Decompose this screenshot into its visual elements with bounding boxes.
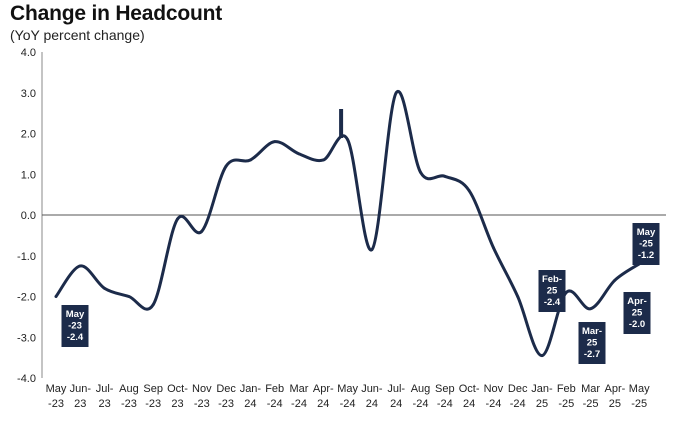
- y-tick-label: 3.0: [21, 88, 36, 100]
- data-point: [613, 278, 617, 282]
- x-tick-label: Jan-24: [240, 383, 262, 410]
- data-callout: May -23 -2.4: [61, 305, 89, 347]
- data-point: [370, 248, 374, 252]
- data-callout: Feb-25 -2.4: [538, 270, 566, 312]
- y-tick-label: 2.0: [21, 129, 36, 141]
- x-tick-label: Oct-23: [167, 383, 188, 410]
- x-tick-label: May -25: [629, 383, 650, 410]
- x-tick-label: Apr-25: [605, 383, 626, 410]
- x-tick-label: Aug -24: [411, 383, 431, 410]
- callout-label: Mar-25 -2.7: [582, 326, 602, 360]
- data-point: [151, 303, 155, 307]
- callout-box: [578, 322, 606, 364]
- x-tick-label: Nov -23: [192, 383, 212, 410]
- y-tick-label: 4.0: [21, 47, 36, 59]
- callout-label: May -25 -1.2: [637, 227, 656, 261]
- callout-box: [61, 305, 89, 347]
- x-tick-label: Jun-24: [361, 383, 383, 410]
- x-tick-label: Mar -24: [290, 383, 309, 410]
- data-point: [249, 158, 252, 162]
- y-tick-label: -2.0: [17, 292, 36, 304]
- data-point: [492, 246, 495, 250]
- x-tick-label: Nov -24: [484, 383, 504, 410]
- data-point: [200, 229, 204, 233]
- x-tick-label: Dec -24: [508, 383, 528, 410]
- data-point: [321, 158, 325, 162]
- x-tick-label: Sep -23: [143, 383, 163, 410]
- marker-bar: [339, 109, 344, 138]
- data-point: [176, 217, 179, 221]
- data-points: [54, 91, 641, 357]
- x-tick-label: Aug -23: [119, 383, 139, 410]
- chart-subtitle: (YoY percent change): [10, 27, 145, 43]
- chart-title: Change in Headcount: [10, 2, 223, 25]
- data-callouts: May -23 -2.4 Feb-25 -2.4 Mar-25 -2.7 Apr-25 -2.0…: [61, 223, 660, 364]
- data-point: [346, 138, 349, 142]
- y-tick-label: -3.0: [17, 332, 36, 344]
- series-line: [54, 89, 641, 358]
- data-point: [273, 140, 277, 144]
- data-point: [103, 286, 106, 290]
- x-tick-label: May -23: [46, 383, 67, 410]
- data-callout: Mar-25 -2.7: [578, 322, 606, 364]
- x-tick-label: Jan-25: [531, 383, 553, 410]
- data-point: [540, 354, 544, 357]
- callout-label: Feb-25 -2.4: [542, 274, 562, 308]
- data-callout: Apr-25 -2.0: [623, 292, 651, 334]
- data-point: [467, 189, 471, 192]
- x-tick-label: Feb -25: [557, 383, 576, 410]
- y-tick-label: -1.0: [17, 251, 36, 263]
- data-point: [78, 264, 82, 268]
- data-point: [419, 170, 422, 174]
- data-point: [516, 295, 520, 298]
- y-tick-label: -4.0: [17, 373, 36, 385]
- x-tick-label: Jun-23: [70, 383, 92, 410]
- y-axis-ticks: 4.0 3.0 2.0 1.0 0.0 -1.0 -2.0 -3.0 -4.0: [17, 47, 36, 385]
- data-point: [564, 291, 568, 294]
- y-tick-label: 1.0: [21, 169, 36, 181]
- x-tick-label: Jul-24: [387, 383, 405, 410]
- data-point: [127, 295, 131, 298]
- callout-label: Apr-25 -2.0: [627, 296, 647, 330]
- x-tick-label: Oct-24: [459, 383, 480, 410]
- data-point: [443, 174, 447, 178]
- callout-box: [632, 223, 660, 265]
- data-point: [224, 164, 228, 168]
- x-tick-label: Sep -24: [435, 383, 455, 410]
- x-tick-label: Apr-24: [313, 383, 334, 410]
- axes: [41, 52, 666, 378]
- x-tick-label: Mar -25: [581, 383, 600, 410]
- x-tick-label: Feb -24: [265, 383, 284, 410]
- data-point: [54, 295, 58, 298]
- data-callout: May -25 -1.2: [632, 223, 660, 265]
- x-tick-label: May -24: [337, 383, 358, 410]
- data-point: [297, 152, 301, 156]
- callout-label: May -23 -2.4: [66, 309, 85, 343]
- data-point: [589, 307, 592, 311]
- callout-box: [623, 292, 651, 334]
- data-point: [394, 91, 398, 95]
- y-tick-label: 0.0: [21, 210, 36, 222]
- x-tick-label: Jul-23: [96, 383, 114, 410]
- callout-box: [538, 270, 566, 312]
- x-tick-label: Dec -23: [216, 383, 236, 410]
